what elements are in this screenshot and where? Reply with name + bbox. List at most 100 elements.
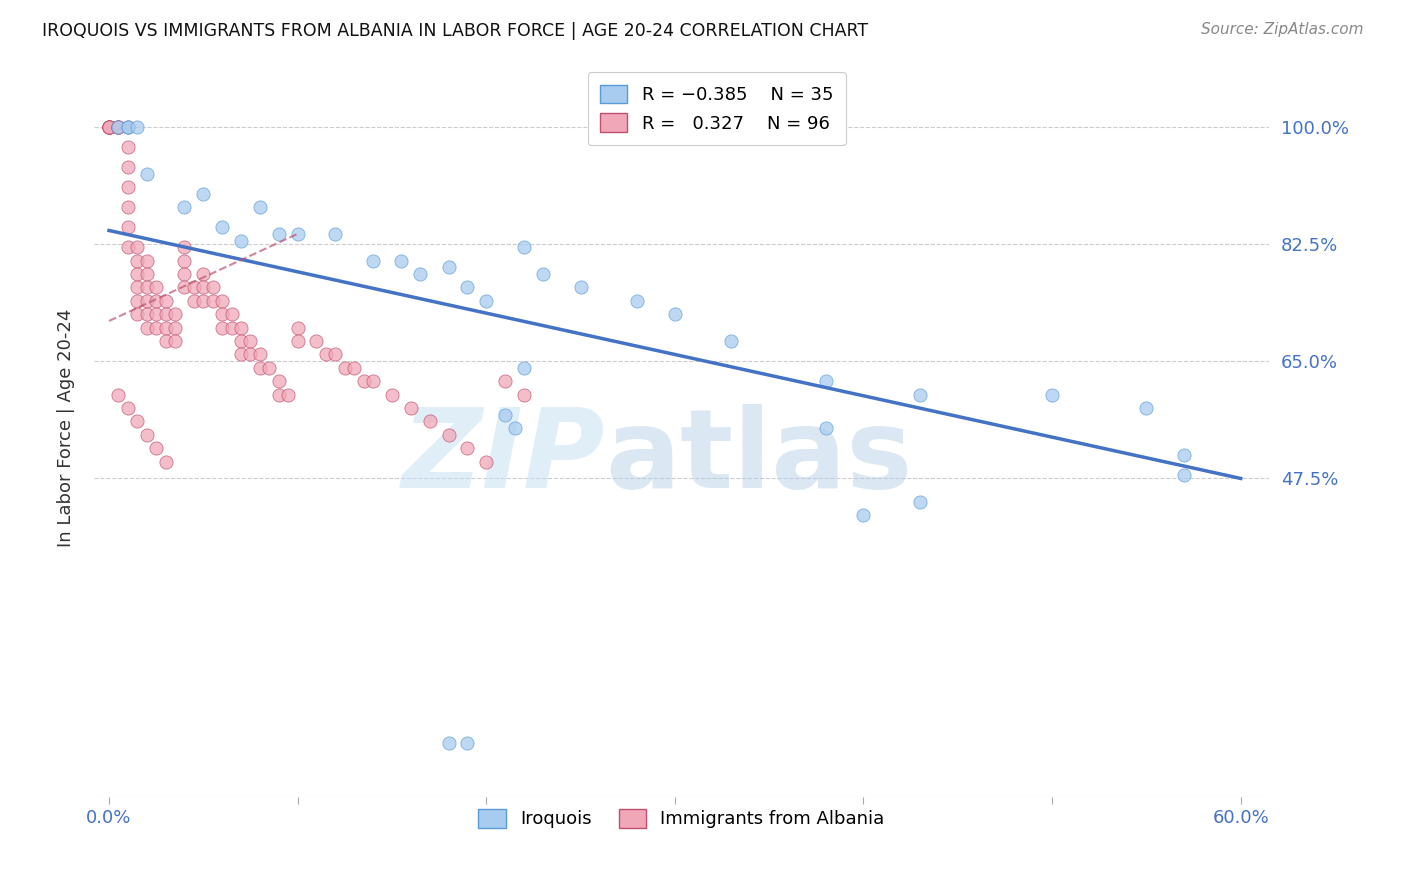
Point	[98, 120, 121, 134]
Point	[908, 495, 931, 509]
Point	[127, 293, 149, 308]
Point	[127, 253, 149, 268]
Point	[456, 736, 478, 750]
Point	[163, 320, 186, 334]
Point	[229, 234, 252, 248]
Point	[1040, 387, 1063, 401]
Point	[173, 200, 195, 214]
Point	[107, 120, 129, 134]
Point	[135, 253, 157, 268]
Point	[98, 120, 121, 134]
Point	[201, 280, 224, 294]
Point	[117, 240, 139, 254]
Point	[1135, 401, 1157, 415]
Point	[145, 307, 167, 321]
Point	[117, 139, 139, 153]
Point	[513, 240, 536, 254]
Point	[135, 307, 157, 321]
Point	[353, 374, 375, 388]
Point	[135, 280, 157, 294]
Point	[249, 360, 271, 375]
Point	[135, 267, 157, 281]
Point	[155, 334, 177, 348]
Text: Source: ZipAtlas.com: Source: ZipAtlas.com	[1201, 22, 1364, 37]
Point	[145, 293, 167, 308]
Text: IROQUOIS VS IMMIGRANTS FROM ALBANIA IN LABOR FORCE | AGE 20-24 CORRELATION CHART: IROQUOIS VS IMMIGRANTS FROM ALBANIA IN L…	[42, 22, 869, 40]
Point	[193, 280, 215, 294]
Point	[107, 120, 129, 134]
Point	[475, 455, 498, 469]
Point	[117, 180, 139, 194]
Point	[325, 227, 347, 241]
Point	[267, 227, 290, 241]
Text: ZIP: ZIP	[402, 404, 605, 511]
Point	[127, 267, 149, 281]
Point	[513, 360, 536, 375]
Point	[221, 320, 243, 334]
Point	[173, 267, 195, 281]
Point	[239, 347, 262, 361]
Point	[267, 387, 290, 401]
Point	[305, 334, 328, 348]
Point	[155, 307, 177, 321]
Y-axis label: In Labor Force | Age 20-24: In Labor Force | Age 20-24	[58, 309, 75, 548]
Point	[117, 220, 139, 235]
Point	[1173, 468, 1195, 483]
Point	[361, 253, 384, 268]
Point	[456, 280, 478, 294]
Point	[814, 421, 837, 435]
Point	[419, 415, 441, 429]
Point	[135, 320, 157, 334]
Point	[163, 334, 186, 348]
Point	[287, 227, 309, 241]
Point	[117, 160, 139, 174]
Point	[494, 374, 516, 388]
Point	[908, 387, 931, 401]
Point	[211, 220, 233, 235]
Point	[211, 293, 233, 308]
Point	[98, 120, 121, 134]
Point	[513, 387, 536, 401]
Point	[221, 307, 243, 321]
Point	[664, 307, 686, 321]
Point	[381, 387, 404, 401]
Point	[494, 408, 516, 422]
Point	[399, 401, 422, 415]
Point	[267, 374, 290, 388]
Point	[211, 307, 233, 321]
Text: atlas: atlas	[605, 404, 912, 511]
Point	[361, 374, 384, 388]
Point	[127, 415, 149, 429]
Point	[155, 455, 177, 469]
Point	[229, 347, 252, 361]
Point	[389, 253, 412, 268]
Point	[475, 293, 498, 308]
Point	[117, 200, 139, 214]
Point	[437, 428, 460, 442]
Point	[145, 442, 167, 456]
Point	[569, 280, 592, 294]
Point	[183, 293, 205, 308]
Point	[145, 320, 167, 334]
Point	[107, 120, 129, 134]
Point	[173, 253, 195, 268]
Point	[98, 120, 121, 134]
Point	[437, 736, 460, 750]
Point	[135, 167, 157, 181]
Point	[155, 293, 177, 308]
Point	[814, 374, 837, 388]
Point	[127, 307, 149, 321]
Point	[456, 442, 478, 456]
Point	[720, 334, 742, 348]
Point	[127, 240, 149, 254]
Point	[259, 360, 281, 375]
Point	[117, 120, 139, 134]
Point	[1173, 448, 1195, 462]
Point	[229, 320, 252, 334]
Point	[117, 120, 139, 134]
Point	[315, 347, 337, 361]
Point	[287, 320, 309, 334]
Point	[98, 120, 121, 134]
Point	[249, 200, 271, 214]
Point	[135, 293, 157, 308]
